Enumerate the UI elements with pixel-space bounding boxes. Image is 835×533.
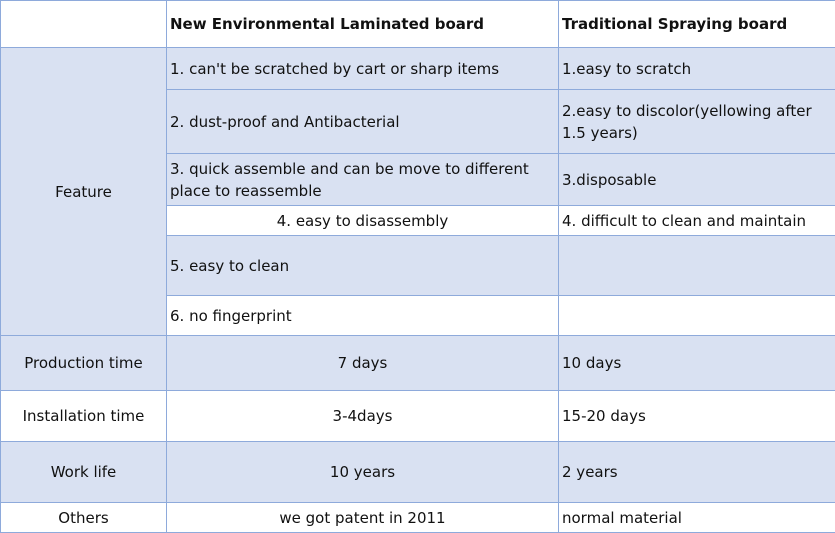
table-row: Feature 1. can't be scratched by cart or… <box>0 47 835 336</box>
feature-old: 1.easy to scratch <box>558 47 835 90</box>
row-label: Installation time <box>0 390 167 442</box>
table-row: 4. easy to disassembly 4. difficult to c… <box>1 205 835 236</box>
table-row: 3. quick assemble and can be move to dif… <box>1 153 835 206</box>
row-old: 10 days <box>558 335 835 391</box>
feature-old: 2.easy to discolor(yellowing after 1.5 y… <box>558 89 835 154</box>
row-new: 3-4days <box>166 390 559 442</box>
header-traditional-board: Traditional Spraying board <box>558 0 835 48</box>
table-row: 2. dust-proof and Antibacterial 2.easy t… <box>1 89 835 154</box>
feature-old <box>558 295 835 336</box>
feature-new: 4. easy to disassembly <box>166 205 559 236</box>
feature-new: 5. easy to clean <box>166 235 559 296</box>
feature-new: 1. can't be scratched by cart or sharp i… <box>166 47 559 90</box>
feature-new: 6. no fingerprint <box>166 295 559 336</box>
row-new: we got patent in 2011 <box>166 502 559 533</box>
feature-new: 3. quick assemble and can be move to dif… <box>166 153 559 206</box>
feature-new: 2. dust-proof and Antibacterial <box>166 89 559 154</box>
row-old: 15-20 days <box>558 390 835 442</box>
feature-old: 3.disposable <box>558 153 835 206</box>
header-empty <box>0 0 167 48</box>
feature-old: 4. difficult to clean and maintain <box>558 205 835 236</box>
table-row: Others we got patent in 2011 normal mate… <box>0 502 835 533</box>
row-old: 2 years <box>558 441 835 503</box>
row-new: 7 days <box>166 335 559 391</box>
table-row: Work life 10 years 2 years <box>0 441 835 503</box>
row-label: Production time <box>0 335 167 391</box>
table-row: Installation time 3-4days 15-20 days <box>0 390 835 442</box>
row-label: Others <box>0 502 167 533</box>
table-row: 5. easy to clean <box>1 235 835 296</box>
row-old: normal material <box>558 502 835 533</box>
feature-label: Feature <box>0 47 167 336</box>
header-row: New Environmental Laminated board Tradit… <box>0 0 835 48</box>
table-row: Production time 7 days 10 days <box>0 335 835 391</box>
row-new: 10 years <box>166 441 559 503</box>
feature-old <box>558 235 835 296</box>
header-new-board: New Environmental Laminated board <box>166 0 559 48</box>
row-label: Work life <box>0 441 167 503</box>
